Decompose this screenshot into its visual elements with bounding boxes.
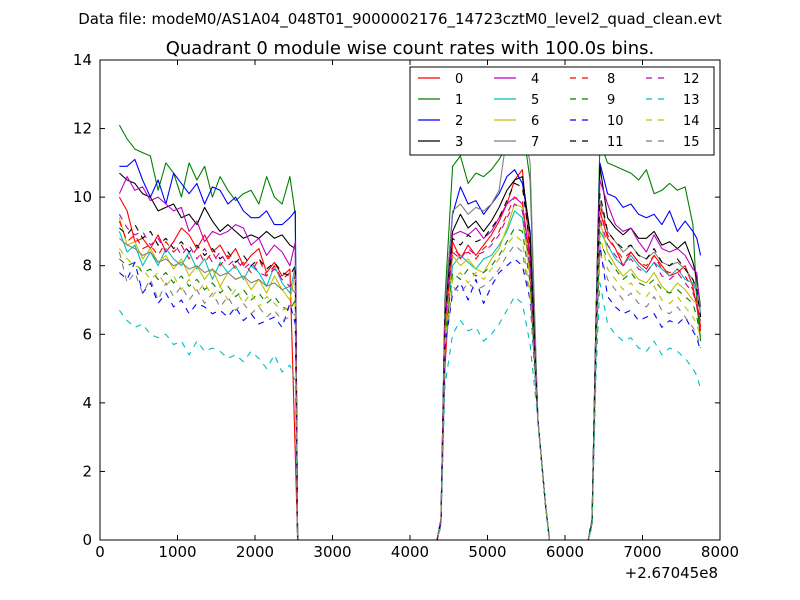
y-tick-label: 6 bbox=[82, 325, 92, 343]
legend-label-12: 12 bbox=[683, 72, 700, 87]
y-tick-label: 2 bbox=[82, 462, 92, 480]
series-line-0 bbox=[118, 169, 702, 540]
x-tick-label: 8000 bbox=[701, 543, 739, 561]
legend-box bbox=[409, 66, 715, 156]
legend-label-9: 9 bbox=[607, 93, 615, 108]
x-tick-label: 1000 bbox=[158, 543, 196, 561]
legend-label-14: 14 bbox=[683, 114, 700, 129]
legend-label-0: 0 bbox=[455, 72, 463, 87]
plot-lines bbox=[118, 110, 702, 540]
legend-label-7: 7 bbox=[531, 135, 539, 150]
y-tick-label: 0 bbox=[82, 531, 92, 549]
series-line-14 bbox=[118, 234, 702, 540]
series-line-2 bbox=[119, 158, 702, 540]
series-line-4 bbox=[118, 176, 702, 540]
y-tick-label: 4 bbox=[82, 394, 92, 412]
x-tick-label: 2000 bbox=[236, 543, 274, 561]
chart-title: Quadrant 0 module wise count rates with … bbox=[166, 38, 655, 59]
axis-ticks: 0 1000 2000 3000 4000 5000 6000 7000 80000246810… bbox=[73, 51, 739, 561]
legend-label-2: 2 bbox=[455, 114, 463, 129]
legend-label-8: 8 bbox=[607, 72, 615, 87]
series-line-10 bbox=[119, 244, 702, 540]
y-tick-label: 14 bbox=[73, 51, 92, 69]
series-line-3 bbox=[119, 165, 702, 540]
y-tick-label: 8 bbox=[82, 257, 92, 275]
x-tick-label: 7000 bbox=[623, 543, 661, 561]
series-line-6 bbox=[118, 203, 702, 540]
legend-label-5: 5 bbox=[531, 93, 539, 108]
series-line-5 bbox=[118, 210, 702, 540]
legend-label-4: 4 bbox=[531, 72, 539, 87]
legend-label-13: 13 bbox=[683, 93, 700, 108]
x-tick-label: 3000 bbox=[313, 543, 351, 561]
y-tick-label: 12 bbox=[73, 120, 92, 138]
x-offset-label: +2.67045e8 bbox=[625, 564, 718, 582]
series-line-13 bbox=[118, 282, 702, 540]
x-tick-label: 6000 bbox=[546, 543, 584, 561]
legend-label-1: 1 bbox=[455, 93, 463, 108]
y-tick-label: 10 bbox=[73, 188, 92, 206]
legend-label-10: 10 bbox=[607, 114, 624, 129]
legend-label-11: 11 bbox=[607, 135, 624, 150]
figure-suptitle: Data file: modeM0/AS1A04_048T01_90000021… bbox=[78, 10, 722, 29]
series-line-1 bbox=[118, 117, 702, 540]
series-line-11 bbox=[119, 182, 702, 540]
series-line-7 bbox=[119, 110, 702, 540]
x-tick-label: 4000 bbox=[391, 543, 429, 561]
series-line-15 bbox=[118, 244, 702, 540]
series-line-9 bbox=[119, 227, 702, 540]
x-tick-label: 5000 bbox=[468, 543, 506, 561]
legend-label-6: 6 bbox=[531, 114, 539, 129]
legend-label-3: 3 bbox=[455, 135, 463, 150]
x-tick-label: 0 bbox=[95, 543, 105, 561]
legend-label-15: 15 bbox=[683, 135, 700, 150]
series-line-8 bbox=[118, 196, 702, 540]
